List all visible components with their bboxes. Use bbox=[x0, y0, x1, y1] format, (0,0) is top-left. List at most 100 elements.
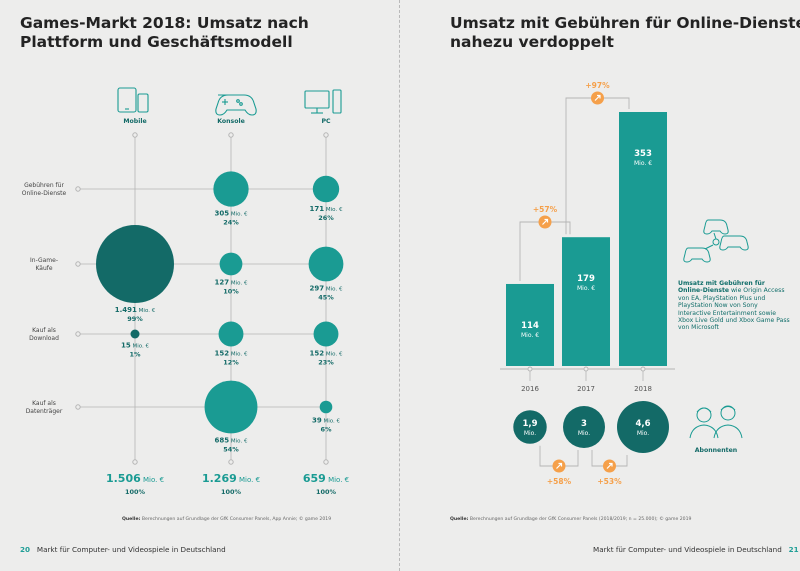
subscriber-growth-1-label: +58% bbox=[547, 477, 572, 486]
x-axis-dot bbox=[527, 366, 533, 372]
value-number: 127 bbox=[215, 278, 230, 286]
column-label: Konsole bbox=[217, 118, 245, 125]
right-footer-text: Markt für Computer- und Videospiele in D… bbox=[593, 545, 782, 554]
subscriber-bubble bbox=[617, 401, 669, 453]
value-label: 152 Mio. € bbox=[310, 349, 343, 357]
value-bubble bbox=[213, 171, 249, 207]
row-axis-start-dot bbox=[75, 186, 81, 192]
total-label: 659 Mio. € bbox=[303, 472, 349, 485]
share-label: 26% bbox=[318, 214, 334, 222]
row-label: Gebühren für bbox=[24, 182, 64, 189]
online-controller-icon bbox=[683, 219, 749, 263]
bubble-matrix-chart: Mobile Konsole PC Gebühren fürOnline-Dienst… bbox=[22, 118, 349, 496]
left-page-title: Games-Markt 2018: Umsatz nach Plattform … bbox=[20, 14, 380, 52]
subscriber-growth-2-arrow-icon bbox=[606, 462, 613, 469]
subscriber-unit-label: Mio. bbox=[524, 430, 536, 437]
value-number: 685 bbox=[215, 436, 230, 444]
value-number: 305 bbox=[215, 210, 230, 218]
value-bubble bbox=[312, 175, 340, 203]
value-bubble bbox=[313, 321, 339, 347]
total-number: 1.269 bbox=[202, 472, 237, 485]
value-label: 297 Mio. € bbox=[310, 284, 343, 292]
subscriber-value-label: 4,6 bbox=[635, 419, 650, 429]
note-bold: Umsatz mit Gebühren für Online-Dienste bbox=[678, 280, 765, 295]
column-label: Mobile bbox=[123, 118, 146, 125]
column-axis-start-dot bbox=[228, 132, 234, 138]
value-bubble bbox=[218, 321, 244, 347]
value-bubble bbox=[219, 252, 243, 276]
x-tick-label: 2018 bbox=[634, 385, 652, 393]
value-unit: Mio. € bbox=[229, 280, 248, 286]
value-unit: Mio. € bbox=[131, 344, 150, 350]
value-unit: Mio. € bbox=[324, 207, 343, 213]
bar-growth-1-arrow-icon bbox=[542, 218, 549, 225]
bar-value-label: 114 bbox=[521, 321, 539, 331]
value-label: 127 Mio. € bbox=[215, 278, 248, 286]
value-label: 305 Mio. € bbox=[215, 210, 248, 218]
share-label: 23% bbox=[318, 358, 334, 366]
subscriber-unit-label: Mio. bbox=[578, 430, 590, 437]
left-page-number: 20 bbox=[20, 545, 31, 554]
row-label: Online-Dienste bbox=[22, 190, 67, 197]
total-unit: Mio. € bbox=[237, 476, 260, 484]
left-title-line2: Plattform und Geschäftsmodell bbox=[20, 33, 293, 51]
right-page-number: 21 bbox=[788, 545, 799, 554]
right-source: Quelle: Berechnungen auf Grundlage der G… bbox=[450, 517, 691, 522]
right-page-title: Umsatz mit Gebühren für Online-Dienste n… bbox=[450, 14, 800, 52]
value-bubble bbox=[130, 329, 140, 339]
bar-value-label: 353 bbox=[634, 149, 652, 159]
column-axis-start-dot bbox=[323, 132, 329, 138]
total-label: 1.506 Mio. € bbox=[106, 472, 164, 485]
subscriber-value-label: 3 bbox=[581, 419, 587, 429]
row-label: Datenträger bbox=[26, 408, 63, 415]
row-label: Käufe bbox=[35, 265, 52, 272]
column-axis-start-dot bbox=[132, 132, 138, 138]
x-axis-dot bbox=[640, 366, 646, 372]
total-number: 1.506 bbox=[106, 472, 141, 485]
share-label: 24% bbox=[223, 219, 239, 227]
x-axis-dot bbox=[583, 366, 589, 372]
left-source-label: Quelle: bbox=[122, 517, 141, 522]
left-footer: 20 Markt für Computer- und Videospiele i… bbox=[20, 545, 226, 554]
row-label: Download bbox=[29, 335, 59, 342]
value-unit: Mio. € bbox=[322, 418, 341, 424]
subscriber-bubble bbox=[513, 410, 547, 444]
right-source-label: Quelle: bbox=[450, 517, 469, 522]
subscriber-growth-1-arrow-icon bbox=[556, 462, 563, 469]
value-unit: Mio. € bbox=[137, 308, 156, 314]
left-footer-text: Markt für Computer- und Videospiele in D… bbox=[36, 545, 226, 554]
column-label: PC bbox=[321, 118, 331, 125]
value-bubble bbox=[96, 225, 174, 303]
total-unit: Mio. € bbox=[141, 476, 164, 484]
subscribers-label: Abonnenten bbox=[695, 447, 737, 454]
right-source-text: Berechnungen auf Grundlage der GfK Consu… bbox=[469, 517, 692, 522]
value-number: 297 bbox=[310, 284, 325, 292]
row-label: Kauf als bbox=[32, 327, 56, 334]
total-share-label: 100% bbox=[316, 488, 337, 496]
x-tick-label: 2016 bbox=[521, 385, 539, 393]
value-label: 152 Mio. € bbox=[215, 349, 248, 357]
gamepad-icon bbox=[215, 94, 257, 116]
share-label: 6% bbox=[320, 425, 332, 433]
subscriber-bubble bbox=[563, 406, 605, 448]
value-unit: Mio. € bbox=[324, 351, 343, 357]
value-unit: Mio. € bbox=[324, 286, 343, 292]
total-number: 659 bbox=[303, 472, 326, 485]
value-number: 15 bbox=[121, 342, 131, 350]
x-tick-label: 2017 bbox=[577, 385, 595, 393]
row-label: In-Game- bbox=[30, 257, 58, 264]
page-divider bbox=[399, 0, 400, 571]
value-number: 171 bbox=[310, 205, 325, 213]
subscriber-unit-label: Mio. bbox=[637, 430, 649, 437]
pc-icon bbox=[304, 89, 342, 114]
row-axis-start-dot bbox=[75, 261, 81, 267]
value-bubble bbox=[308, 246, 344, 282]
bar-growth-2-label: +97% bbox=[585, 81, 610, 90]
value-bubble bbox=[319, 400, 333, 414]
value-unit: Mio. € bbox=[229, 438, 248, 444]
row-axis-start-dot bbox=[75, 331, 81, 337]
value-label: 1.491 Mio. € bbox=[115, 306, 156, 314]
total-share-label: 100% bbox=[221, 488, 242, 496]
right-footer: Markt für Computer- und Videospiele in D… bbox=[593, 545, 799, 554]
